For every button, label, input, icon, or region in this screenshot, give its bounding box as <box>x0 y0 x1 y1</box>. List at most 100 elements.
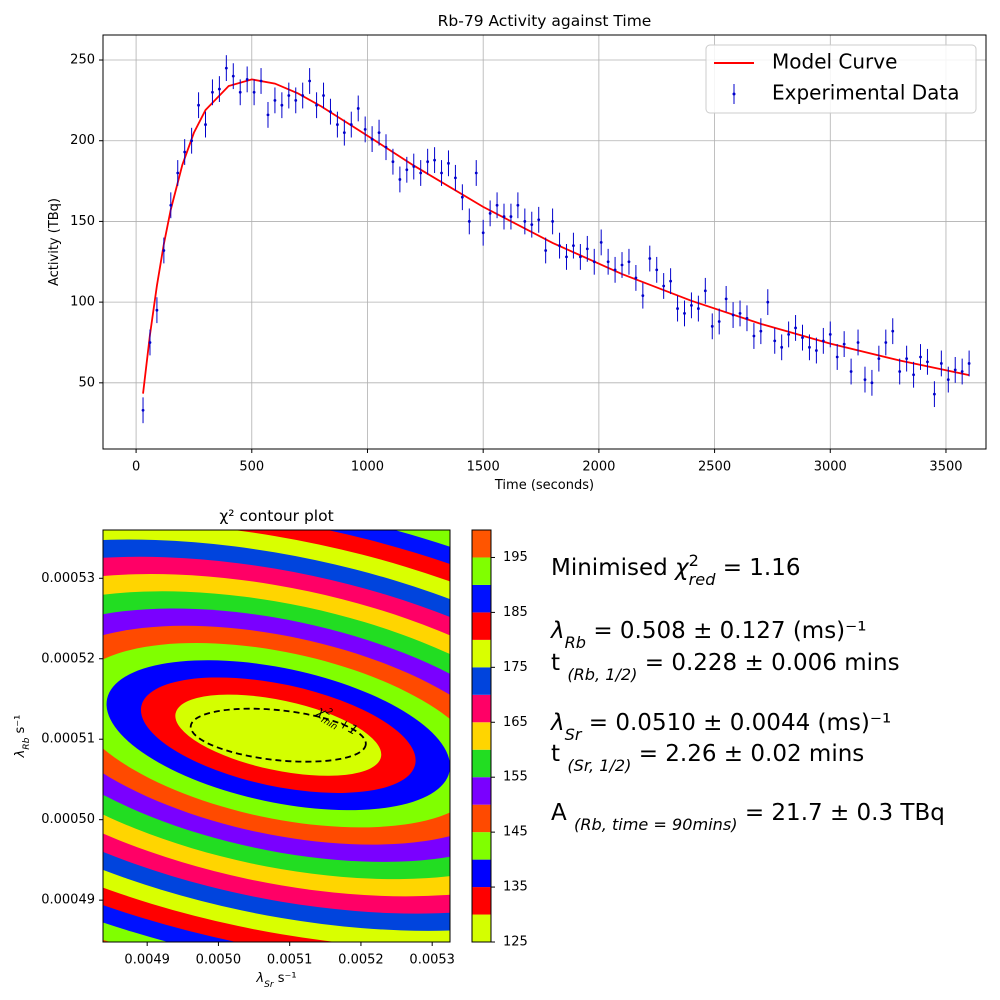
result-line: λRb = 0.508 ± 0.127 (ms)⁻¹ <box>549 618 867 652</box>
colorbar-segment <box>472 639 491 668</box>
data-point <box>690 303 693 307</box>
data-point <box>197 103 200 107</box>
data-point <box>620 263 624 267</box>
chart-title: χ² contour plot <box>219 507 333 525</box>
y-tick-label: 0.00053 <box>41 571 95 586</box>
text-span: = 2.26 ± 0.02 mins <box>631 741 864 767</box>
y-tick-label: 0.00052 <box>41 651 95 666</box>
data-point <box>926 360 929 364</box>
data-point <box>447 161 450 165</box>
colorbar-segment <box>472 530 491 558</box>
data-point <box>710 324 714 328</box>
data-point <box>488 211 492 215</box>
data-point <box>662 284 666 288</box>
data-point <box>287 94 291 97</box>
data-point <box>460 195 464 199</box>
result-line: A (Rb, time = 90mins) = 21.7 ± 0.3 TBq <box>551 800 945 834</box>
colorbar-segment <box>472 722 491 750</box>
colorbar-tick-label: 135 <box>503 880 528 895</box>
data-point <box>280 103 284 107</box>
data-point <box>717 320 721 323</box>
text-span: λ <box>13 750 28 759</box>
data-point <box>960 370 964 373</box>
data-point <box>634 276 638 280</box>
y-tick-label: 100 <box>70 295 95 310</box>
y-tick-label: 0.00051 <box>41 732 95 747</box>
data-point <box>780 345 784 349</box>
data-point <box>696 307 700 310</box>
text-span: (Sr, 1/2) <box>567 756 631 775</box>
x-tick-label: 0 <box>132 460 140 475</box>
x-axis-label: λSr s⁻¹ <box>255 971 296 990</box>
data-point <box>495 203 499 207</box>
colorbar-tick-label: 175 <box>503 660 528 675</box>
colorbar-segment <box>472 777 491 805</box>
data-point <box>766 300 770 304</box>
data-point <box>322 94 325 97</box>
data-point <box>183 150 187 154</box>
data-point <box>433 158 436 162</box>
data-point <box>544 249 548 252</box>
text-span: = 0.0510 ± 0.0044 (ms)⁻¹ <box>581 710 891 736</box>
contour-band <box>175 694 382 776</box>
data-point <box>870 381 874 385</box>
colorbar-segment <box>472 749 491 778</box>
data-point <box>967 362 971 365</box>
result-line: Minimised χ2 red = 1.16 <box>551 551 801 589</box>
data-point <box>912 373 915 377</box>
text-span: 2 <box>324 707 334 719</box>
data-point <box>537 218 541 222</box>
data-point <box>585 247 589 251</box>
data-point <box>787 333 791 336</box>
text-span: = 0.228 ± 0.006 mins <box>637 650 899 676</box>
x-tick-label: 3500 <box>929 460 962 475</box>
data-point <box>946 378 950 381</box>
x-tick-label: 0.0051 <box>267 953 313 968</box>
data-point <box>828 333 832 336</box>
legend-label: Experimental Data <box>772 81 959 105</box>
data-point <box>759 329 763 333</box>
data-point <box>606 260 610 264</box>
legend-swatch <box>732 92 736 96</box>
text-span: t <box>551 650 567 676</box>
data-point <box>315 103 318 107</box>
data-point <box>259 79 263 83</box>
data-point <box>481 231 485 235</box>
text-span: Minimised <box>551 555 675 581</box>
y-axis-label: Activity (TBq) <box>47 198 62 286</box>
x-tick-label: 0.0050 <box>196 953 242 968</box>
data-point <box>231 74 235 78</box>
data-point <box>953 368 957 372</box>
data-point <box>329 110 332 114</box>
y-tick-label: 250 <box>70 53 95 68</box>
result-line: t (Rb, 1/2) = 0.228 ± 0.006 mins <box>551 650 900 684</box>
text-span: = 21.7 ± 0.3 TBq <box>738 800 945 826</box>
data-point <box>592 260 596 264</box>
colorbar-segment <box>472 804 491 833</box>
data-point <box>204 123 207 126</box>
x-axis-label: Time (seconds) <box>494 478 594 493</box>
data-point <box>155 308 159 312</box>
data-point <box>377 131 381 135</box>
data-point <box>565 255 568 259</box>
data-point <box>821 339 825 343</box>
y-tick-label: 50 <box>78 375 95 390</box>
text-span: λ <box>549 710 565 736</box>
data-point <box>405 168 409 172</box>
data-point <box>669 279 673 283</box>
data-point <box>509 215 513 218</box>
text-span: Rb <box>565 633 586 652</box>
text-span: λ <box>255 971 264 986</box>
data-point <box>294 98 298 102</box>
data-point <box>245 77 249 81</box>
data-point <box>141 408 145 412</box>
data-point <box>454 176 457 180</box>
y-tick-label: 0.00049 <box>41 893 95 908</box>
text-span: Rb <box>22 737 32 749</box>
plot-frame <box>102 529 451 943</box>
data-point <box>884 341 888 344</box>
colorbar-frame <box>471 529 492 943</box>
x-tick-label: 1000 <box>351 460 384 475</box>
data-point <box>356 107 360 110</box>
data-point <box>238 90 242 94</box>
